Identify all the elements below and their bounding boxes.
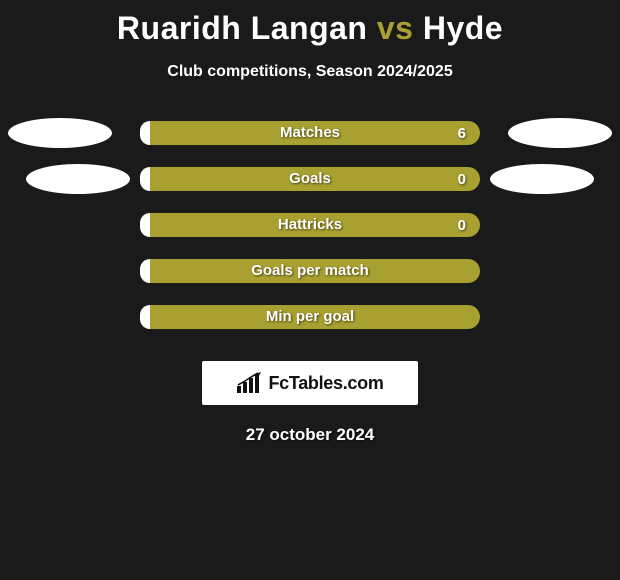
comparison-title: Ruaridh Langan vs Hyde	[0, 0, 620, 47]
logo-box: FcTables.com	[202, 361, 418, 405]
player2-badge	[508, 118, 612, 148]
stat-bar-left	[140, 167, 150, 191]
stat-row: Min per goal	[0, 305, 620, 351]
stat-bar: Min per goal	[140, 305, 480, 329]
stats-rows: 6Matches 0Goals 0Hattricks Goals per match M…	[0, 121, 620, 351]
player2-name: Hyde	[423, 10, 503, 46]
stat-bar: 0Goals	[140, 167, 480, 191]
stat-value: 0	[458, 171, 466, 188]
stat-row: 0Goals	[0, 167, 620, 213]
subtitle: Club competitions, Season 2024/2025	[0, 63, 620, 81]
stat-row: 0Hattricks	[0, 213, 620, 259]
stat-row: 6Matches	[0, 121, 620, 167]
stat-bar-right	[150, 305, 480, 329]
stat-value: 6	[458, 125, 466, 142]
fctables-chart-icon	[236, 372, 262, 394]
stat-bar-left	[140, 121, 150, 145]
player1-badge	[8, 118, 112, 148]
player1-name: Ruaridh Langan	[117, 10, 368, 46]
stat-bar: Goals per match	[140, 259, 480, 283]
snapshot-date: 27 october 2024	[0, 425, 620, 445]
stat-bar-right: 0	[150, 167, 480, 191]
stat-bar: 6Matches	[140, 121, 480, 145]
stat-bar-left	[140, 259, 150, 283]
stat-value: 0	[458, 217, 466, 234]
stat-bar: 0Hattricks	[140, 213, 480, 237]
player1-badge	[26, 164, 130, 194]
stat-bar-left	[140, 305, 150, 329]
player2-badge	[490, 164, 594, 194]
stat-bar-right: 0	[150, 213, 480, 237]
vs-separator: vs	[377, 10, 414, 46]
logo-text: FcTables.com	[268, 373, 383, 394]
stat-bar-left	[140, 213, 150, 237]
stat-bar-right: 6	[150, 121, 480, 145]
stat-row: Goals per match	[0, 259, 620, 305]
stat-bar-right	[150, 259, 480, 283]
